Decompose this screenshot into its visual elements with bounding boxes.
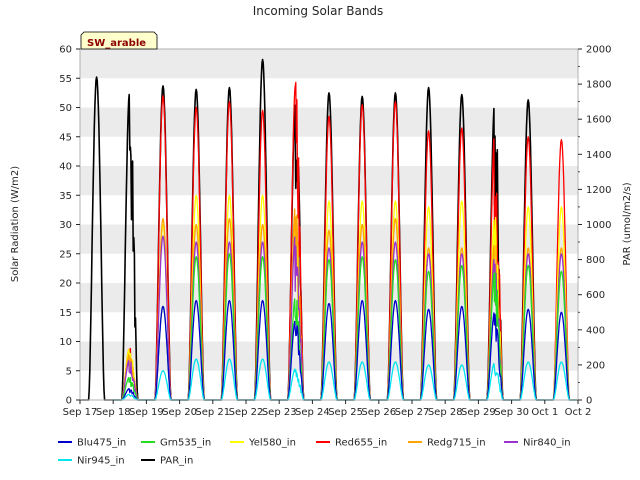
site-label: SW_arable: [87, 38, 146, 49]
x-tick-label: Sep 28: [428, 407, 463, 418]
legend-label-nir945-in: Nir945_in: [77, 456, 125, 467]
legend-label-grn535-in: Grn535_in: [160, 438, 211, 449]
y-tick-label: 35: [59, 191, 72, 202]
series-line-redg715-in: [113, 208, 578, 401]
x-tick-label: Sep 21: [195, 407, 230, 418]
x-tick-label: Oct 2: [565, 407, 592, 418]
legend-label-nir840-in: Nir840_in: [523, 438, 571, 449]
y-tick-label: 25: [59, 249, 72, 260]
series-line-nir840-in: [113, 235, 578, 401]
series-layer: [80, 58, 578, 401]
y-tick-label: 45: [59, 132, 72, 143]
y-axis-left: 0 5 10 15 20 25 30 35 40 45 50 55 60: [59, 45, 80, 407]
chart-title: Incoming Solar Bands: [253, 4, 384, 18]
y-tick-label: 5: [66, 366, 72, 377]
y-tick-label: 30: [59, 220, 72, 231]
legend-label-redg715-in: Redg715_in: [427, 438, 486, 449]
x-tick-label: Sep 17: [63, 407, 98, 418]
y2-tick-label: 0: [586, 396, 592, 407]
y-tick-label: 50: [59, 103, 72, 114]
y-tick-label: 60: [59, 45, 72, 56]
y2-axis-title: PAR (umol/m2/s): [622, 182, 633, 265]
grid-band: [80, 107, 578, 137]
y2-tick-label: 1400: [586, 150, 611, 161]
grid-band: [80, 49, 578, 79]
x-tick-label: Sep 30: [494, 407, 529, 418]
grid-band: [80, 283, 578, 313]
y2-tick-label: 600: [586, 290, 605, 301]
y2-tick-label: 800: [586, 255, 605, 266]
y2-tick-label: 200: [586, 360, 605, 371]
plot-background-bands: [80, 49, 578, 400]
y-tick-label: 0: [66, 396, 72, 407]
series-line-nir945-in: [113, 358, 578, 401]
legend: Blu475_in Grn535_in Yel580_in Red655_in Redg…: [58, 438, 571, 467]
x-tick-label: Sep 23: [262, 407, 297, 418]
x-tick-label: Sep 29: [461, 407, 496, 418]
y-axis-title: Solar Radiation (W/m2): [10, 166, 21, 282]
y2-tick-label: 1000: [586, 220, 611, 231]
legend-label-blu475-in: Blu475_in: [77, 438, 126, 449]
x-tick-label: Sep 18: [96, 407, 131, 418]
y-tick-label: 20: [59, 279, 72, 290]
x-tick-label: Sep 19: [129, 407, 164, 418]
grid-band: [80, 166, 578, 196]
legend-label-red655-in: Red655_in: [335, 438, 387, 449]
x-tick-label: Sep 26: [361, 407, 396, 418]
site-label-box: SW_arable: [80, 31, 158, 50]
x-tick-label: Sep 25: [328, 407, 363, 418]
x-tick-label: Sep 24: [295, 407, 330, 418]
y-tick-label: 55: [59, 74, 72, 85]
y-tick-label: 10: [59, 337, 72, 348]
x-tick-label: Sep 22: [229, 407, 264, 418]
y2-tick-label: 1800: [586, 80, 611, 91]
y-tick-label: 40: [59, 162, 72, 173]
y2-tick-label: 1200: [586, 185, 611, 196]
legend-label-yel580-in: Yel580_in: [248, 438, 296, 449]
series-line-par-in: [80, 58, 545, 401]
site-label-background: [80, 31, 158, 50]
x-tick-label: Sep 27: [395, 407, 430, 418]
legend-label-par-in: PAR_in: [160, 456, 193, 467]
y2-tick-label: 400: [586, 325, 605, 336]
y2-tick-label: 1600: [586, 115, 611, 126]
grid-band: [80, 341, 578, 371]
x-tick-label: Sep 20: [162, 407, 197, 418]
y-axis-right: 0 200 400 600 800 1000 1200 1400 1600 1800 2000: [578, 45, 611, 407]
y-tick-label: 15: [59, 308, 72, 319]
x-tick-label: Oct 1: [531, 407, 558, 418]
series-line-blu475-in: [113, 299, 578, 401]
y2-tick-label: 2000: [586, 45, 611, 56]
